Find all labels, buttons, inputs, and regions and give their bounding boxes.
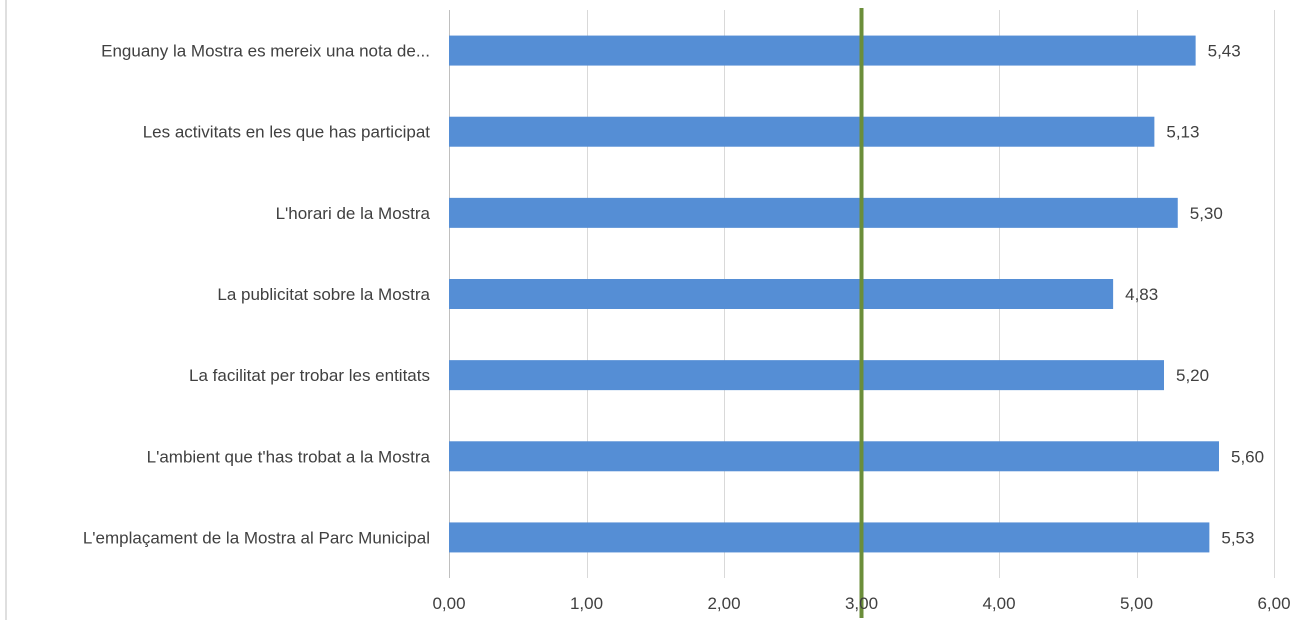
- data-label: 5,60: [1231, 447, 1264, 466]
- category-label: Les activitats en les que has participat: [143, 123, 431, 142]
- category-label: L'ambient que t'has trobat a la Mostra: [147, 447, 431, 466]
- bar: [449, 35, 1196, 66]
- x-tick-label: 6,00: [1257, 594, 1290, 613]
- bar: [449, 116, 1155, 147]
- data-label: 5,30: [1190, 204, 1223, 223]
- x-tick-label: 1,00: [570, 594, 603, 613]
- bar: [449, 522, 1210, 553]
- x-tick-label: 5,00: [1120, 594, 1153, 613]
- x-tick-label: 4,00: [982, 594, 1015, 613]
- category-label: La publicitat sobre la Mostra: [217, 285, 430, 304]
- data-label: 5,53: [1221, 528, 1254, 547]
- bar: [449, 441, 1219, 472]
- category-label: La facilitat per trobar les entitats: [189, 366, 430, 385]
- bar: [449, 197, 1178, 228]
- bars: [449, 35, 1219, 553]
- bar: [449, 360, 1164, 391]
- category-label: L'horari de la Mostra: [276, 204, 431, 223]
- labels: 0,00 1,00 2,00 3,00 4,00 5,00 6,00 Enguany la M…: [83, 42, 1291, 613]
- category-label: L'emplaçament de la Mostra al Parc Munic…: [83, 528, 430, 547]
- bar: [449, 279, 1114, 309]
- data-label: 5,13: [1166, 123, 1199, 142]
- x-tick-label: 2,00: [707, 594, 740, 613]
- data-label: 4,83: [1125, 285, 1158, 304]
- category-label: Enguany la Mostra es mereix una nota de.…: [101, 42, 430, 61]
- x-tick-label: 3,00: [845, 594, 878, 613]
- data-label: 5,20: [1176, 366, 1209, 385]
- data-label: 5,43: [1208, 42, 1241, 61]
- x-tick-label: 0,00: [432, 594, 465, 613]
